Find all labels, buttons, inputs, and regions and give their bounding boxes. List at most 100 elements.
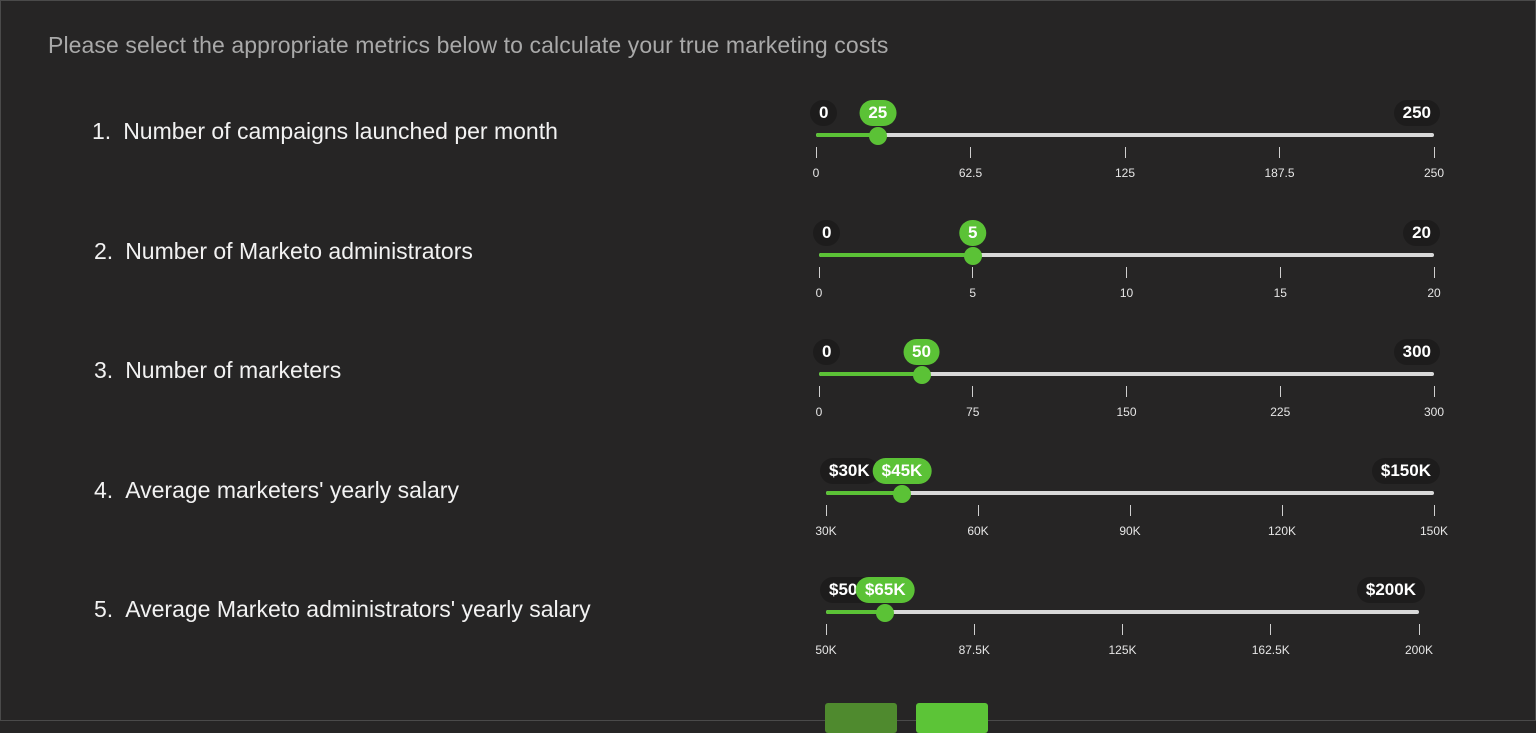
slider-tick-label: 187.5	[1264, 166, 1295, 180]
slider-tick-label: 10	[1119, 286, 1134, 300]
slider-tick	[1418, 624, 1420, 635]
slider-tick-label: 50K	[815, 643, 837, 657]
metric-label-marketers: 3. Number of marketers	[94, 357, 341, 384]
metric-text: Average marketers' yearly salary	[125, 477, 459, 503]
slider-tick	[973, 624, 975, 635]
slider-tick-label: 125	[1114, 166, 1136, 180]
slider-tick-label: 250	[1423, 166, 1445, 180]
slider-fill	[816, 133, 878, 137]
metric-text: Number of Marketo administrators	[125, 238, 473, 264]
slider-campaigns[interactable]: 0 250 25 0 62.5 125 187.5 250	[810, 100, 1444, 190]
slider-tick	[1124, 147, 1126, 158]
slider-max-label: $150K	[1371, 458, 1440, 484]
slider-fill	[819, 372, 922, 376]
slider-tick	[1281, 505, 1283, 516]
slider-tick-label: 30K	[815, 524, 837, 538]
slider-tick	[1126, 386, 1127, 397]
metric-label-administrators: 2. Number of Marketo administrators	[94, 238, 473, 265]
slider-tick-label: 162.5K	[1251, 643, 1290, 657]
slider-tick-label: 150	[1116, 405, 1137, 419]
slider-tick	[972, 386, 974, 397]
metric-number: 4.	[94, 477, 114, 503]
slider-tick	[818, 386, 820, 397]
slider-tick-label: 90K	[1119, 524, 1141, 538]
slider-marketer-salary[interactable]: $30K $150K $45K 30K 60K 90K 120K 150K	[815, 458, 1448, 548]
slider-tick-label: 125K	[1108, 643, 1137, 657]
slider-tick-label: 75	[966, 405, 980, 419]
slider-tick	[1433, 267, 1435, 278]
slider-min-label: 0	[813, 339, 841, 365]
slider-max-label: 300	[1393, 339, 1440, 365]
slider-min-label: $30K	[820, 458, 879, 484]
slider-tick	[1126, 267, 1127, 278]
slider-value-label: $45K	[872, 458, 932, 484]
slider-tick-label: 150K	[1419, 524, 1449, 538]
slider-tick	[1433, 147, 1435, 158]
slider-handle[interactable]	[912, 366, 931, 384]
slider-tick	[1270, 624, 1272, 635]
slider-tick-label: 20	[1427, 286, 1441, 300]
secondary-button[interactable]	[825, 703, 897, 733]
slider-value-label: 5	[959, 220, 987, 246]
slider-tick-label: 87.5K	[958, 643, 990, 657]
slider-tick	[825, 505, 827, 516]
slider-administrators[interactable]: 0 20 5 0 5 10 15 20	[813, 220, 1441, 310]
slider-track[interactable]	[819, 253, 1434, 257]
metric-text: Number of marketers	[125, 357, 342, 383]
slider-tick-label: 120K	[1267, 524, 1297, 538]
slider-tick-label: 300	[1423, 405, 1445, 419]
slider-fill	[826, 491, 902, 495]
metric-number: 3.	[94, 357, 114, 383]
slider-admin-salary[interactable]: $50K $200K $65K 50K 87.5K 125K 162.5K 200K	[815, 577, 1433, 667]
slider-tick-label: 0	[812, 166, 820, 180]
slider-max-label: 20	[1403, 220, 1440, 246]
slider-tick-label: 0	[815, 286, 823, 300]
slider-min-label: 0	[810, 100, 838, 126]
slider-track[interactable]	[826, 491, 1434, 495]
primary-button[interactable]	[916, 703, 988, 733]
slider-tick	[1122, 624, 1123, 635]
slider-tick-label: 5	[969, 286, 977, 300]
slider-fill	[826, 610, 886, 614]
slider-handle[interactable]	[868, 127, 887, 145]
slider-handle[interactable]	[893, 485, 911, 503]
slider-tick-label: 62.5	[958, 166, 983, 180]
metric-number: 2.	[94, 238, 114, 264]
metric-label-marketer-salary: 4. Average marketers' yearly salary	[94, 477, 459, 504]
slider-handle[interactable]	[963, 247, 982, 265]
slider-tick-label: 15	[1273, 286, 1287, 300]
metric-number: 1.	[92, 118, 112, 144]
slider-tick	[1433, 505, 1435, 516]
slider-tick	[1433, 386, 1435, 397]
slider-max-label: $200K	[1356, 577, 1425, 603]
slider-tick	[1129, 505, 1131, 516]
slider-tick	[815, 147, 817, 158]
slider-marketers[interactable]: 0 300 50 0 75 150 225 300	[813, 339, 1444, 429]
slider-tick	[972, 267, 974, 278]
slider-tick	[1279, 147, 1280, 158]
slider-value-label: 50	[903, 339, 940, 365]
slider-value-label: 25	[859, 100, 897, 126]
metric-text: Number of campaigns launched per month	[123, 118, 558, 144]
slider-tick	[1279, 386, 1281, 397]
slider-tick	[825, 624, 827, 635]
slider-tick-label: 60K	[967, 524, 989, 538]
slider-tick	[970, 147, 971, 158]
slider-tick-label: 0	[815, 405, 823, 419]
slider-fill	[819, 253, 973, 257]
slider-tick-label: 200K	[1404, 643, 1434, 657]
metric-label-admin-salary: 5. Average Marketo administrators' yearly…	[94, 596, 591, 623]
intro-text: Please select the appropriate metrics be…	[48, 32, 889, 58]
slider-max-label: 250	[1393, 100, 1440, 126]
slider-track[interactable]	[826, 610, 1419, 614]
slider-tick	[977, 505, 979, 516]
slider-track[interactable]	[816, 133, 1434, 137]
slider-value-label: $65K	[855, 577, 915, 603]
slider-handle[interactable]	[876, 604, 895, 622]
metric-text: Average Marketo administrators' yearly s…	[125, 596, 591, 622]
slider-tick	[1279, 267, 1281, 278]
metric-number: 5.	[94, 596, 114, 622]
slider-tick	[818, 267, 820, 278]
metric-label-campaigns: 1. Number of campaigns launched per month	[92, 118, 558, 145]
slider-track[interactable]	[819, 372, 1434, 376]
